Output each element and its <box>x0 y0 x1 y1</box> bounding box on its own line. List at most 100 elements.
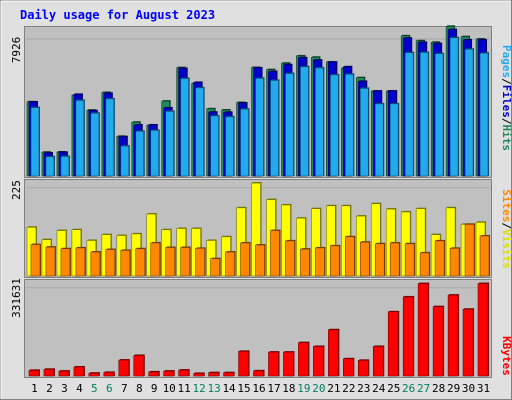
bar-sites-day-27 <box>419 251 431 277</box>
bar-kbytes-day-5 <box>88 372 100 377</box>
bar-pages-day-22 <box>345 73 355 177</box>
bar-pages-day-10 <box>165 110 175 177</box>
bar-pages-day-25 <box>389 102 400 177</box>
bar-pages-day-30 <box>464 48 475 177</box>
legend-kbytes: KBytes <box>500 336 512 376</box>
day-label-1: 1 <box>31 382 38 395</box>
bar-kbytes-day-10 <box>163 370 175 377</box>
bar-kbytes-day-22 <box>343 357 355 377</box>
bar-pages-day-31 <box>479 52 490 177</box>
bar-sites-day-17 <box>270 229 281 277</box>
bar-sites-day-30 <box>464 223 476 277</box>
bar-kbytes-day-16 <box>253 369 265 377</box>
bar-pages-day-8 <box>135 130 145 177</box>
bar-sites-day-1 <box>30 243 41 277</box>
bar-pages-day-24 <box>374 102 385 177</box>
day-label-27: 27 <box>417 382 430 395</box>
day-label-18: 18 <box>282 382 295 395</box>
day-label-20: 20 <box>312 382 325 395</box>
day-label-17: 17 <box>267 382 280 395</box>
bar-kbytes-day-8 <box>133 354 145 377</box>
legend-pages: Pages <box>500 45 512 78</box>
bar-kbytes-day-29 <box>447 294 460 377</box>
bar-kbytes-day-25 <box>387 310 400 377</box>
bar-pages-day-6 <box>105 97 115 177</box>
day-label-6: 6 <box>106 382 113 395</box>
bar-sites-day-29 <box>449 247 461 277</box>
bot-right-legend: KBytes <box>500 336 512 376</box>
bar-kbytes-day-24 <box>372 345 385 377</box>
bar-pages-day-23 <box>359 87 370 177</box>
mid-ymax-label: 225 <box>10 180 23 200</box>
bar-sites-day-11 <box>180 246 191 277</box>
bar-sites-day-19 <box>300 248 311 277</box>
bar-sites-day-26 <box>404 242 416 277</box>
bar-pages-day-15 <box>240 108 250 177</box>
bar-pages-day-11 <box>180 77 190 177</box>
bar-sites-day-2 <box>45 246 56 277</box>
bar-pages-day-29 <box>449 36 460 177</box>
bar-kbytes-day-13 <box>208 371 220 377</box>
day-label-9: 9 <box>151 382 158 395</box>
bar-pages-day-3 <box>60 155 70 177</box>
bar-pages-day-9 <box>150 129 160 177</box>
bar-sites-day-7 <box>120 249 131 277</box>
day-label-30: 30 <box>462 382 475 395</box>
bar-sites-day-23 <box>359 241 371 277</box>
day-label-28: 28 <box>432 382 445 395</box>
top-ymax-label: 7926 <box>10 37 23 64</box>
bar-kbytes-day-31 <box>477 282 490 377</box>
bar-sites-day-22 <box>345 235 356 277</box>
bar-kbytes-day-18 <box>283 351 295 377</box>
bar-pages-day-14 <box>225 115 235 177</box>
bar-pages-day-20 <box>315 66 325 177</box>
bar-sites-day-13 <box>210 257 221 277</box>
day-label-5: 5 <box>91 382 98 395</box>
legend-sep-3: / <box>500 222 512 229</box>
bar-pages-day-26 <box>404 51 415 177</box>
bar-sites-day-5 <box>90 251 101 277</box>
day-label-22: 22 <box>342 382 355 395</box>
visits-sites-panel <box>24 179 492 278</box>
bar-sites-day-3 <box>60 247 71 277</box>
bar-kbytes-day-4 <box>73 366 85 377</box>
day-label-10: 10 <box>163 382 176 395</box>
bar-sites-day-18 <box>285 239 296 277</box>
bar-sites-day-31 <box>479 234 491 277</box>
bar-kbytes-day-19 <box>298 341 310 377</box>
bar-sites-day-21 <box>330 244 341 277</box>
bar-kbytes-day-20 <box>313 345 325 377</box>
day-label-3: 3 <box>61 382 68 395</box>
bar-sites-day-4 <box>75 246 86 277</box>
bar-kbytes-day-6 <box>103 371 115 377</box>
bar-kbytes-day-11 <box>178 369 190 377</box>
bar-pages-day-2 <box>45 155 55 177</box>
day-label-15: 15 <box>237 382 250 395</box>
bar-kbytes-day-15 <box>238 350 250 377</box>
bar-kbytes-day-9 <box>148 370 160 377</box>
day-label-29: 29 <box>447 382 460 395</box>
bar-kbytes-day-27 <box>417 282 430 377</box>
day-label-12: 12 <box>193 382 206 395</box>
legend-sep-2: / <box>500 118 512 125</box>
bar-pages-day-12 <box>195 86 205 177</box>
legend-visits: Visits <box>500 229 512 269</box>
bar-pages-day-28 <box>434 52 445 177</box>
bar-sites-day-9 <box>150 241 161 277</box>
bar-kbytes-day-30 <box>462 308 475 377</box>
bar-sites-day-20 <box>315 246 326 277</box>
day-label-11: 11 <box>178 382 191 395</box>
day-label-7: 7 <box>121 382 128 395</box>
bar-kbytes-day-7 <box>118 359 130 377</box>
day-label-14: 14 <box>222 382 236 395</box>
mid-right-legend: Sites/Visits <box>500 189 512 269</box>
bar-kbytes-day-21 <box>328 328 340 377</box>
bot-ymax-label: 331631 <box>10 278 23 318</box>
bar-pages-day-4 <box>75 99 85 177</box>
bar-kbytes-day-23 <box>357 359 370 377</box>
kbytes-panel <box>24 279 492 378</box>
day-label-16: 16 <box>252 382 265 395</box>
bar-kbytes-day-12 <box>193 372 205 377</box>
